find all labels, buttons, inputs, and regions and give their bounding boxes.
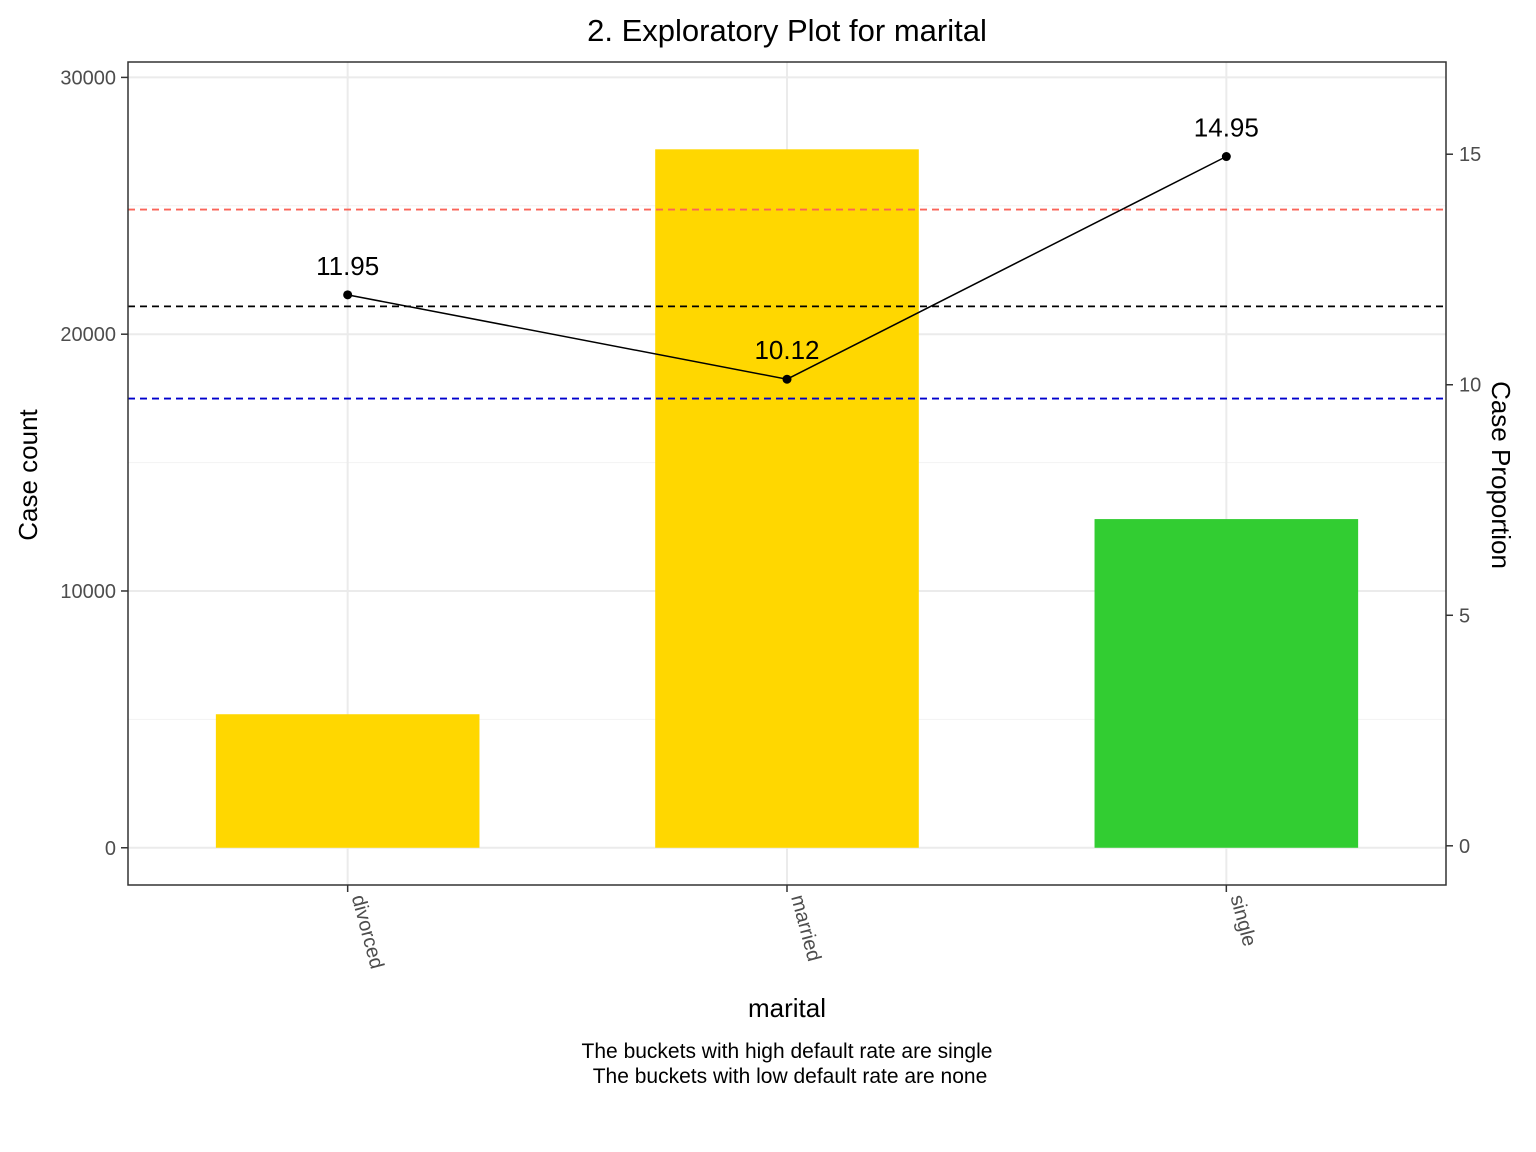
- y-tick-label: 10000: [60, 581, 116, 603]
- proportion-point-divorced: [343, 290, 353, 300]
- proportion-label-divorced: 11.95: [316, 251, 379, 281]
- reference-line-layer: [128, 208, 1446, 400]
- y-tick-label: 20000: [60, 324, 116, 346]
- bar-layer: [215, 149, 1359, 848]
- bar-single: [1094, 519, 1359, 848]
- proportion-line-layer: 11.95 10.12 14.95: [316, 113, 1259, 384]
- y2-tick-label: 10: [1459, 375, 1481, 397]
- y2-tick-label: 15: [1459, 144, 1481, 166]
- y2-axis-label: Case Proportion: [1486, 381, 1516, 569]
- caption-line-1: The buckets with high default rate are s…: [582, 1040, 993, 1063]
- proportion-label-single: 14.95: [1194, 113, 1259, 143]
- y2-tick-label: 5: [1459, 605, 1470, 627]
- bar-married: [655, 149, 919, 848]
- chart-title: 2. Exploratory Plot for marital: [587, 13, 987, 48]
- x-axis-label: marital: [748, 993, 826, 1023]
- proportion-label-married: 10.12: [754, 335, 819, 365]
- y-axis-label: Case count: [13, 408, 43, 540]
- y-tick-label: 0: [105, 838, 116, 860]
- caption-line-2: The buckets with low default rate are no…: [593, 1065, 988, 1088]
- proportion-point-married: [782, 374, 792, 384]
- y-tick-label: 30000: [60, 67, 116, 89]
- proportion-point-single: [1221, 152, 1231, 162]
- bar-divorced: [215, 714, 480, 848]
- y2-tick-label: 0: [1459, 836, 1470, 858]
